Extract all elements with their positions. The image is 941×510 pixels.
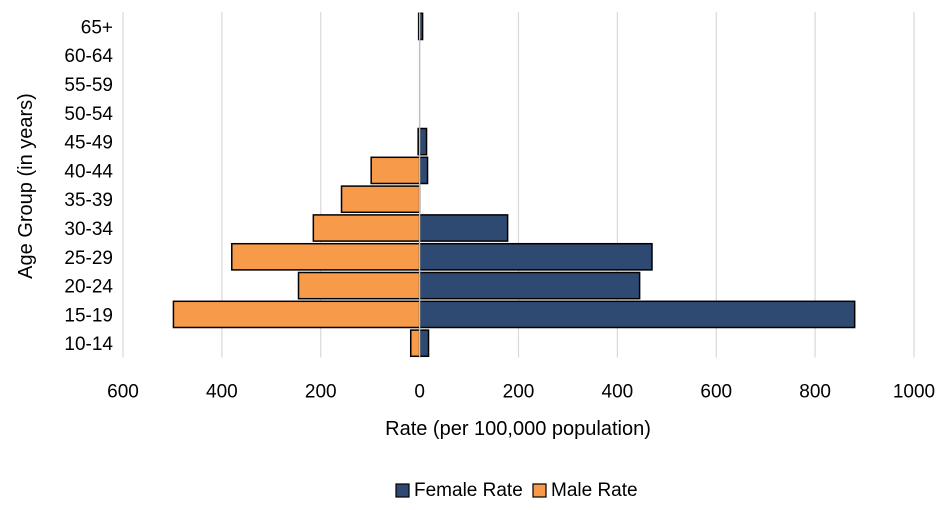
y-tick-label: 50-54: [64, 104, 113, 125]
x-tick-label: 1000: [893, 382, 935, 403]
female-bar-15-19: [418, 300, 856, 329]
male-bar-15-19: [172, 300, 421, 329]
x-tick-labels: 600 400 200 0 200 400 600 800 1000: [107, 382, 935, 403]
bars: [172, 12, 856, 358]
x-axis-title: Rate (per 100,000 population): [385, 418, 651, 440]
y-tick-label: 45-49: [64, 133, 113, 154]
male-bar-10-14: [409, 329, 421, 358]
female-bar-10-14: [418, 329, 430, 358]
y-tick-label: 25-29: [64, 248, 113, 269]
legend-label: Female Rate: [414, 480, 523, 501]
y-tick-label: 20-24: [64, 277, 113, 298]
legend-swatch: [532, 483, 547, 498]
y-tick-label: 15-19: [64, 305, 113, 326]
male-bar-40-44: [370, 156, 421, 185]
legend-swatch: [395, 483, 410, 498]
legend-label: Male Rate: [551, 480, 638, 501]
y-tick-labels: 10-14 15-19 20-24 25-29 30-34 35-39 40-44 45-49…: [64, 17, 113, 355]
y-tick-label: 55-59: [64, 75, 113, 96]
y-tick-label: 30-34: [64, 219, 113, 240]
female-bar-45-49: [418, 127, 428, 156]
male-bar-25-29: [231, 242, 421, 271]
female-bar-30-34: [418, 214, 509, 242]
male-bar-30-34: [312, 214, 421, 242]
y-tick-label: 60-64: [64, 46, 113, 67]
x-tick-label: 400: [602, 382, 634, 403]
y-axis-title: Age Group (in years): [15, 93, 37, 279]
x-tick-label: 600: [107, 382, 139, 403]
y-tick-label: 35-39: [64, 190, 113, 211]
x-tick-label: 0: [414, 382, 425, 403]
x-tick-label: 200: [305, 382, 337, 403]
female-bar-20-24: [418, 271, 641, 300]
y-tick-label: 10-14: [64, 334, 113, 355]
x-tick-label: 400: [206, 382, 238, 403]
y-tick-label: 65+: [81, 17, 113, 38]
female-bar-40-44: [418, 156, 429, 185]
x-tick-label: 800: [799, 382, 831, 403]
male-bar-20-24: [297, 271, 421, 300]
x-tick-label: 600: [700, 382, 732, 403]
female-bar-25-29: [418, 242, 653, 271]
male-bar-35-39: [340, 185, 421, 214]
x-tick-label: 200: [503, 382, 535, 403]
legend: Female Rate Male Rate: [395, 480, 638, 501]
y-tick-label: 40-44: [64, 161, 113, 182]
